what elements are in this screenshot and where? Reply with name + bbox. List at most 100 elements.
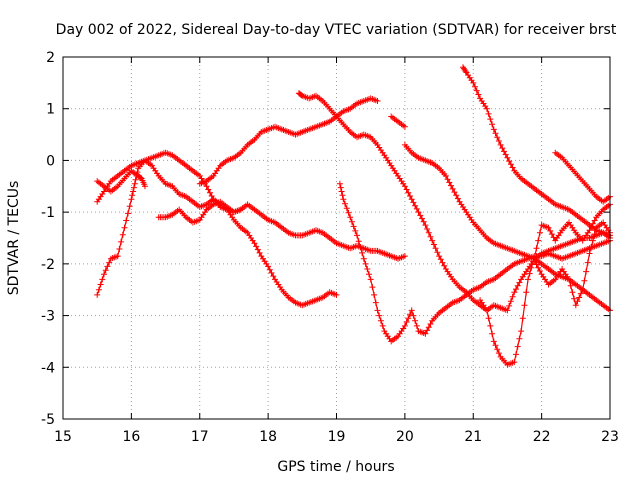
data-point xyxy=(420,218,427,225)
data-point xyxy=(516,279,523,286)
data-point xyxy=(451,189,458,196)
data-point xyxy=(106,259,113,266)
x-tick-label: 22 xyxy=(533,429,551,445)
x-tick-label: 20 xyxy=(396,429,414,445)
data-point xyxy=(413,205,420,212)
data-point xyxy=(376,312,383,319)
data-point xyxy=(449,185,456,192)
data-point xyxy=(405,189,412,196)
data-point xyxy=(506,302,513,309)
data-point xyxy=(519,315,526,322)
data-point xyxy=(591,217,598,224)
data-point xyxy=(360,255,367,262)
data-point xyxy=(444,176,451,183)
data-point xyxy=(490,338,497,345)
data-point xyxy=(495,350,502,357)
data-point xyxy=(588,224,595,230)
data-point xyxy=(511,289,518,296)
data-point xyxy=(514,282,521,289)
data-point xyxy=(253,243,260,250)
data-point xyxy=(265,263,272,270)
data-point xyxy=(101,271,107,278)
series-s4 xyxy=(155,198,244,226)
data-point xyxy=(337,184,344,191)
data-point xyxy=(502,151,509,158)
data-point xyxy=(525,276,531,283)
data-point xyxy=(95,286,102,293)
data-point xyxy=(403,186,410,193)
data-point xyxy=(366,271,372,278)
series-s13 xyxy=(531,219,613,309)
data-point xyxy=(584,259,591,266)
data-point xyxy=(339,192,346,199)
series-s9 xyxy=(401,141,613,314)
series-line xyxy=(199,97,378,185)
data-point xyxy=(425,229,432,236)
data-point xyxy=(347,214,354,221)
data-point xyxy=(501,148,507,155)
series-s3 xyxy=(94,167,148,195)
x-tick-label: 21 xyxy=(464,429,482,445)
data-point xyxy=(536,268,543,274)
data-point xyxy=(237,206,244,213)
data-point xyxy=(591,231,598,238)
y-tick-label: 1 xyxy=(46,102,55,118)
data-point xyxy=(437,256,444,263)
data-point xyxy=(129,192,136,199)
data-point xyxy=(526,270,533,277)
data-point xyxy=(506,158,513,165)
data-point xyxy=(504,307,511,314)
data-point xyxy=(354,232,360,239)
data-point xyxy=(472,83,478,90)
data-point xyxy=(581,277,588,284)
data-point xyxy=(535,264,542,271)
data-point xyxy=(104,263,111,270)
x-tick-label: 17 xyxy=(191,429,209,445)
data-point xyxy=(128,196,135,203)
y-tick-label: 2 xyxy=(46,50,55,66)
data-point xyxy=(405,315,412,322)
data-point xyxy=(415,209,422,216)
data-point xyxy=(425,324,432,331)
y-axis-title: SDTVAR / TECUs xyxy=(6,181,22,296)
data-point xyxy=(571,295,578,302)
data-point xyxy=(489,330,496,337)
data-point xyxy=(518,328,525,335)
data-point xyxy=(254,246,261,253)
data-point xyxy=(408,307,415,314)
data-point xyxy=(419,215,425,222)
data-point xyxy=(454,195,461,202)
data-point xyxy=(492,342,499,349)
data-point xyxy=(203,183,210,190)
data-point xyxy=(132,176,139,183)
data-point xyxy=(446,179,453,186)
data-point xyxy=(589,220,596,227)
data-point xyxy=(403,319,410,325)
data-point xyxy=(348,218,355,225)
data-point xyxy=(401,183,408,190)
x-tick-label: 15 xyxy=(54,429,72,445)
data-point xyxy=(499,145,506,152)
data-point xyxy=(352,227,359,234)
data-point xyxy=(453,192,460,199)
data-point xyxy=(340,196,347,203)
data-point xyxy=(372,299,379,306)
y-tick-label: 0 xyxy=(46,153,55,169)
data-point xyxy=(408,196,415,203)
data-point xyxy=(130,188,137,195)
y-tick-label: -2 xyxy=(41,257,55,273)
data-point xyxy=(374,307,381,314)
data-point xyxy=(588,244,595,250)
data-point xyxy=(355,238,362,245)
data-point xyxy=(548,231,555,238)
series-s5 xyxy=(196,95,381,187)
data-point xyxy=(566,276,572,283)
data-point xyxy=(410,199,417,206)
data-point xyxy=(536,229,543,236)
data-point xyxy=(492,130,499,137)
data-point xyxy=(422,330,429,337)
y-tick-label: -4 xyxy=(41,360,55,376)
data-point xyxy=(131,180,138,187)
data-point xyxy=(407,193,413,199)
data-point xyxy=(102,267,109,274)
